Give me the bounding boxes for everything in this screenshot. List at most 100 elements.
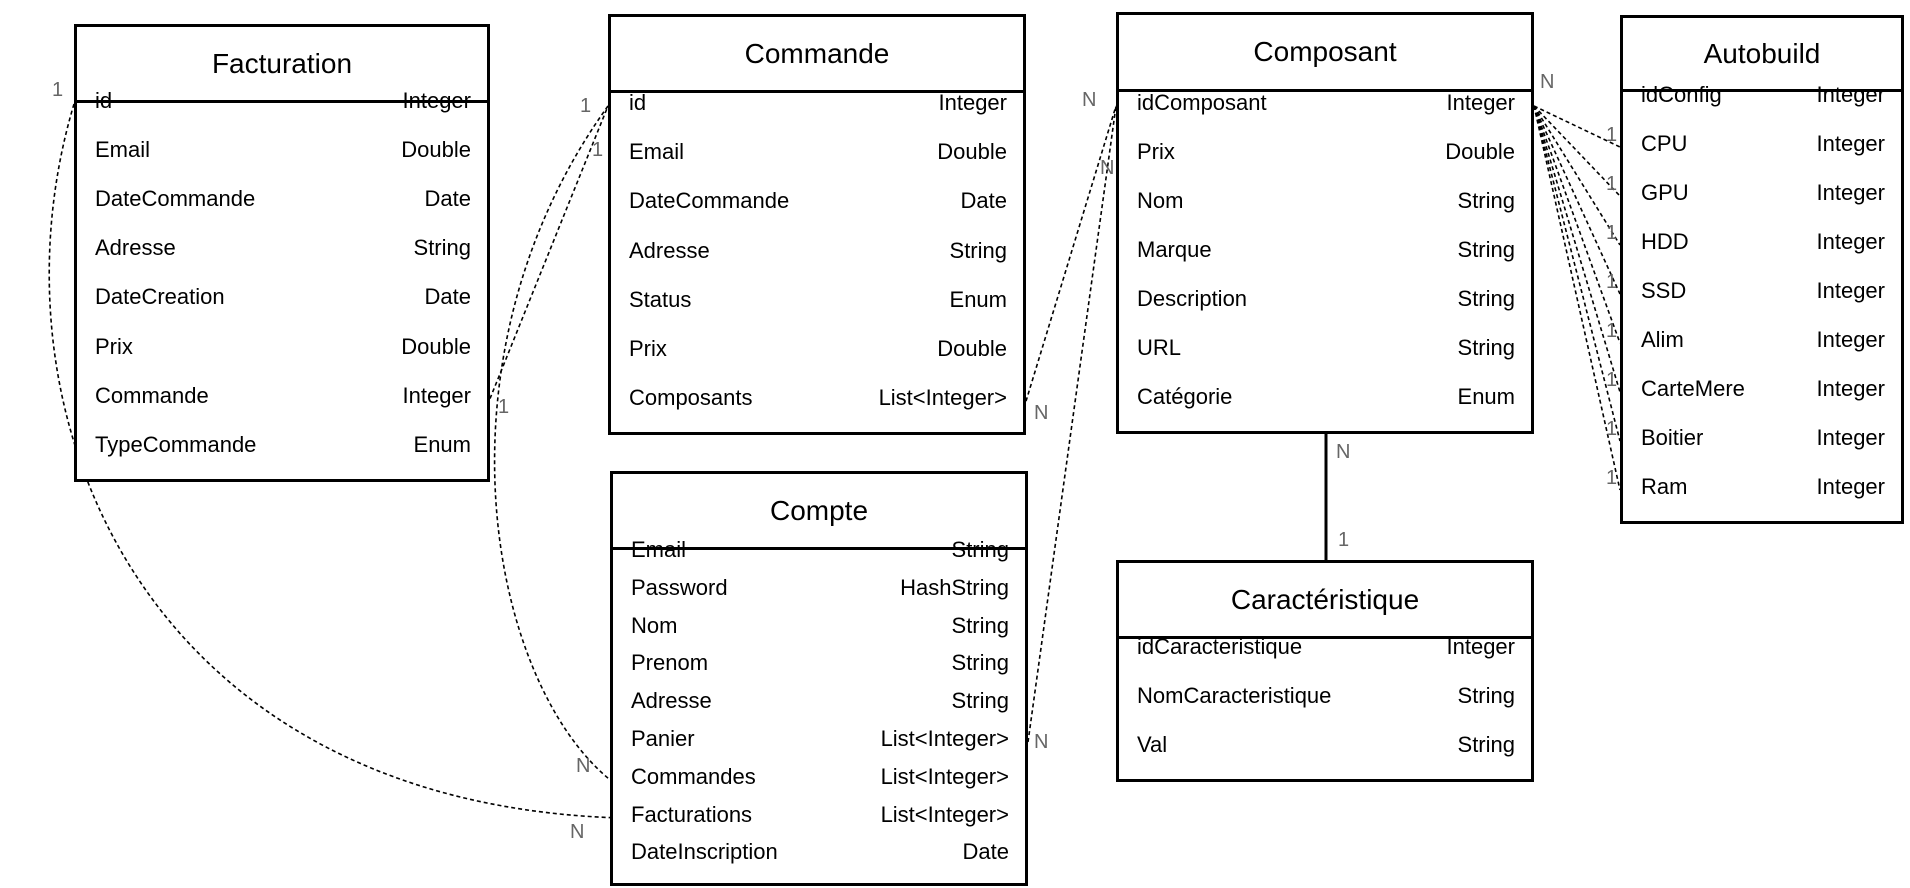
field-row[interactable]: Email Double: [629, 132, 1007, 172]
field-name: Email: [631, 537, 687, 562]
field-row[interactable]: Facturations List<Integer>: [631, 798, 1009, 832]
field-row[interactable]: DateCreation Date: [95, 277, 471, 317]
field-type: Enum: [413, 431, 471, 457]
field-type: Date: [960, 188, 1007, 214]
field-row[interactable]: Catégorie Enum: [1137, 377, 1515, 417]
field-row[interactable]: Password HashString: [631, 571, 1009, 605]
field-name: Adresse: [95, 235, 176, 261]
relation-facturation-commande: [489, 105, 609, 399]
field-type: Integer: [1816, 229, 1886, 254]
field-name: GPU: [1641, 180, 1689, 205]
field-name: idCaracteristique: [1137, 634, 1303, 659]
entity-facturation[interactable]: Facturation id Integer Email Double DateComma…: [74, 24, 490, 482]
field-type: String: [1457, 188, 1515, 213]
cardinality-label: 1: [498, 395, 510, 418]
field-row[interactable]: Composants List<Integer>: [629, 378, 1007, 418]
field-row[interactable]: NomCaracteristique String: [1137, 676, 1515, 716]
field-row[interactable]: idCaracteristique Integer: [1137, 627, 1515, 667]
field-row[interactable]: Prix Double: [1137, 132, 1515, 172]
field-row[interactable]: id Integer: [95, 81, 471, 121]
field-name: Catégorie: [1137, 384, 1233, 409]
field-row[interactable]: DateCommande Date: [629, 181, 1007, 221]
relation-commande-compte: [493, 105, 611, 781]
entity-composant[interactable]: Composant idComposant Integer Prix Double Nom…: [1116, 12, 1534, 434]
entity-fields: idConfig Integer CPU Integer GPU Integer HDD In…: [1623, 82, 1901, 521]
cardinality-label: N: [1336, 441, 1351, 463]
field-row[interactable]: URL String: [1137, 328, 1515, 368]
field-name: Val: [1137, 732, 1168, 757]
field-name: NomCaracteristique: [1137, 683, 1332, 708]
field-row[interactable]: Commande Integer: [95, 376, 471, 416]
field-type: String: [951, 688, 1009, 714]
field-type: Double: [401, 137, 471, 163]
field-type: Integer: [1816, 376, 1886, 401]
field-row[interactable]: DateCommande Date: [95, 179, 471, 219]
field-row[interactable]: Nom String: [1137, 181, 1515, 221]
cardinality-label: 1: [1606, 271, 1618, 293]
field-type: String: [1457, 683, 1515, 708]
field-row[interactable]: GPU Integer: [1641, 173, 1885, 213]
field-row[interactable]: Ram Integer: [1641, 467, 1885, 507]
field-row[interactable]: Commandes List<Integer>: [631, 760, 1009, 794]
field-type: String: [1457, 732, 1515, 757]
field-row[interactable]: Adresse String: [629, 231, 1007, 271]
field-row[interactable]: Boitier Integer: [1641, 418, 1885, 458]
field-row[interactable]: Prenom String: [631, 646, 1009, 680]
field-row[interactable]: CPU Integer: [1641, 124, 1885, 164]
cardinality-label: N: [1082, 89, 1097, 111]
cardinality-label: 1: [1606, 320, 1618, 342]
field-row[interactable]: Val String: [1137, 725, 1515, 765]
entity-caracteristique[interactable]: Caractéristique idCaracteristique Integer N…: [1116, 560, 1534, 782]
field-type: Date: [424, 284, 471, 310]
field-row[interactable]: Marque String: [1137, 230, 1515, 270]
field-row[interactable]: Description String: [1137, 279, 1515, 319]
field-row[interactable]: Email String: [631, 533, 1009, 567]
field-name: CPU: [1641, 131, 1688, 156]
field-row[interactable]: id Integer: [629, 83, 1007, 123]
field-type: Enum: [1457, 384, 1515, 409]
field-row[interactable]: idConfig Integer: [1641, 75, 1885, 115]
field-type: Integer: [1446, 634, 1516, 659]
cardinality-label: 1: [1606, 418, 1618, 440]
field-type: List<Integer>: [878, 385, 1007, 411]
field-row[interactable]: TypeCommande Enum: [95, 425, 471, 465]
field-type: String: [951, 612, 1009, 638]
field-name: Boitier: [1641, 425, 1704, 450]
field-row[interactable]: Prix Double: [629, 329, 1007, 369]
field-row[interactable]: DateInscription Date: [631, 835, 1009, 869]
field-row[interactable]: Email Double: [95, 130, 471, 170]
cardinality-label: N: [1034, 402, 1049, 425]
field-type: Integer: [402, 382, 472, 408]
field-row[interactable]: SSD Integer: [1641, 271, 1885, 311]
field-row[interactable]: Status Enum: [629, 280, 1007, 320]
field-name: DateCommande: [95, 186, 256, 212]
entity-commande[interactable]: Commande id Integer Email Double DateCommande…: [608, 14, 1026, 436]
field-row[interactable]: Panier List<Integer>: [631, 722, 1009, 756]
field-row[interactable]: Adresse String: [95, 228, 471, 268]
field-row[interactable]: Alim Integer: [1641, 320, 1885, 360]
field-name: Prix: [629, 336, 667, 361]
field-type: HashString: [900, 574, 1009, 600]
entity-compte[interactable]: Compte Email String Password HashString Nom St…: [610, 471, 1028, 887]
field-row[interactable]: HDD Integer: [1641, 222, 1885, 262]
field-name: Alim: [1641, 327, 1684, 352]
cardinality-label: N: [1100, 157, 1115, 179]
field-row[interactable]: CarteMere Integer: [1641, 369, 1885, 409]
cardinality-label: 1: [1606, 369, 1618, 391]
field-name: Commande: [95, 382, 209, 408]
field-row[interactable]: idComposant Integer: [1137, 83, 1515, 123]
field-type: Integer: [1816, 327, 1886, 352]
field-name: idComposant: [1137, 90, 1267, 115]
cardinality-label: 1: [1606, 173, 1618, 195]
entity-autobuild[interactable]: Autobuild idConfig Integer CPU Integer GPU Int…: [1620, 15, 1904, 524]
field-row[interactable]: Prix Double: [95, 327, 471, 367]
field-name: Adresse: [629, 237, 710, 263]
field-row[interactable]: Nom String: [631, 609, 1009, 643]
cardinality-label: 1: [1338, 529, 1350, 551]
relation-compte-composant: [1027, 105, 1117, 743]
entity-title: Composant: [1119, 15, 1531, 92]
field-name: Prix: [95, 333, 133, 359]
field-row[interactable]: Adresse String: [631, 684, 1009, 718]
field-type: Integer: [402, 88, 472, 113]
field-name: SSD: [1641, 278, 1687, 303]
